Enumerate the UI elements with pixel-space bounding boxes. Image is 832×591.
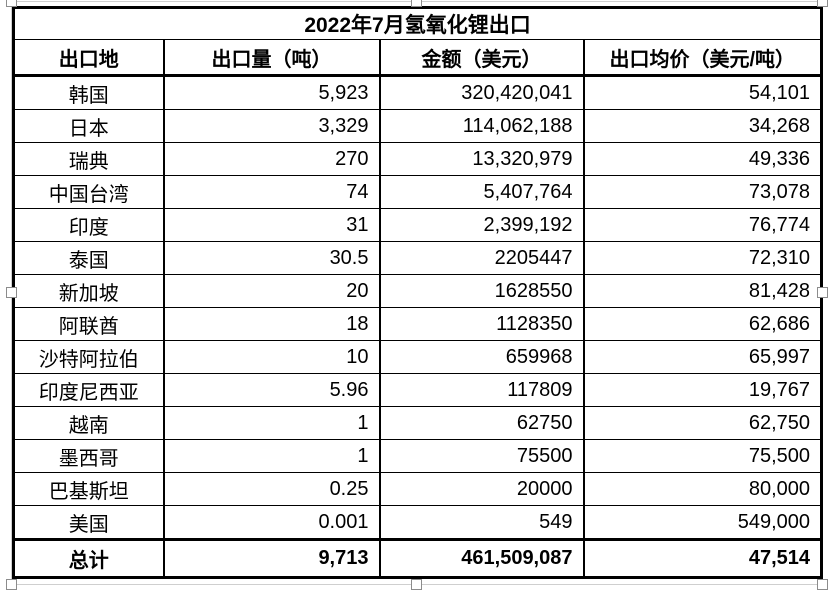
avg-price-cell: 81,428: [582, 274, 823, 308]
resize-handle-middle-left[interactable]: [6, 287, 17, 298]
region-cell: 阿联酋: [12, 307, 165, 341]
selected-table-image[interactable]: 2022年7月氢氧化锂出口 出口地 出口量（吨） 金额（美元） 出口均价（美元/…: [6, 0, 828, 590]
table-row: 阿联酋 18 1128350 62,686: [12, 307, 823, 341]
resize-handle-bottom-left[interactable]: [6, 579, 17, 590]
amount-cell: 75500: [378, 439, 585, 473]
region-cell: 总计: [12, 538, 165, 578]
avg-price-cell: 34,268: [582, 109, 823, 143]
amount-cell: 114,062,188: [378, 109, 585, 143]
amount-cell: 20000: [378, 472, 585, 506]
quantity-cell: 10: [162, 340, 381, 374]
region-cell: 韩国: [12, 75, 165, 110]
quantity-cell: 31: [162, 208, 381, 242]
column-header-region: 出口地: [12, 39, 165, 77]
quantity-cell: 5.96: [162, 373, 381, 407]
avg-price-cell: 75,500: [582, 439, 823, 473]
amount-cell: 320,420,041: [378, 75, 585, 110]
amount-cell: 549: [378, 505, 585, 540]
column-header-avg-price: 出口均价（美元/吨）: [582, 39, 823, 77]
table-row: 泰国 30.5 2205447 72,310: [12, 241, 823, 275]
table-row: 美国 0.001 549 549,000: [12, 505, 823, 540]
amount-cell: 461,509,087: [378, 538, 585, 578]
region-cell: 中国台湾: [12, 175, 165, 209]
resize-handle-top-left[interactable]: [6, 0, 17, 7]
region-cell: 美国: [12, 505, 165, 540]
quantity-cell: 1: [162, 406, 381, 440]
avg-price-cell: 72,310: [582, 241, 823, 275]
table-row: 巴基斯坦 0.25 20000 80,000: [12, 472, 823, 506]
amount-cell: 62750: [378, 406, 585, 440]
quantity-cell: 74: [162, 175, 381, 209]
resize-handle-bottom-right[interactable]: [817, 579, 828, 590]
table-row: 墨西哥 1 75500 75,500: [12, 439, 823, 473]
table-row: 新加坡 20 1628550 81,428: [12, 274, 823, 308]
amount-cell: 5,407,764: [378, 175, 585, 209]
amount-cell: 2,399,192: [378, 208, 585, 242]
quantity-cell: 18: [162, 307, 381, 341]
amount-cell: 13,320,979: [378, 142, 585, 176]
quantity-cell: 20: [162, 274, 381, 308]
total-row: 总计 9,713 461,509,087 47,514: [12, 538, 823, 578]
avg-price-cell: 76,774: [582, 208, 823, 242]
table-row: 越南 1 62750 62,750: [12, 406, 823, 440]
quantity-cell: 0.25: [162, 472, 381, 506]
amount-cell: 1628550: [378, 274, 585, 308]
table-title-row: 2022年7月氢氧化锂出口: [12, 7, 823, 40]
region-cell: 越南: [12, 406, 165, 440]
avg-price-cell: 73,078: [582, 175, 823, 209]
avg-price-cell: 62,686: [582, 307, 823, 341]
table-row: 印度尼西亚 5.96 117809 19,767: [12, 373, 823, 407]
quantity-cell: 270: [162, 142, 381, 176]
export-table: 2022年7月氢氧化锂出口 出口地 出口量（吨） 金额（美元） 出口均价（美元/…: [12, 6, 824, 579]
region-cell: 泰国: [12, 241, 165, 275]
resize-handle-top-middle[interactable]: [411, 0, 422, 7]
table-row: 中国台湾 74 5,407,764 73,078: [12, 175, 823, 209]
table-row: 印度 31 2,399,192 76,774: [12, 208, 823, 242]
avg-price-cell: 62,750: [582, 406, 823, 440]
avg-price-cell: 47,514: [582, 538, 823, 578]
table-row: 韩国 5,923 320,420,041 54,101: [12, 75, 823, 110]
column-header-quantity: 出口量（吨）: [162, 39, 381, 77]
quantity-cell: 9,713: [162, 538, 381, 578]
region-cell: 日本: [12, 109, 165, 143]
quantity-cell: 5,923: [162, 75, 381, 110]
quantity-cell: 30.5: [162, 241, 381, 275]
table-row: 日本 3,329 114,062,188 34,268: [12, 109, 823, 143]
region-cell: 瑞典: [12, 142, 165, 176]
table-header-row: 出口地 出口量（吨） 金额（美元） 出口均价（美元/吨）: [12, 39, 823, 77]
table-title: 2022年7月氢氧化锂出口: [12, 7, 823, 40]
avg-price-cell: 65,997: [582, 340, 823, 374]
resize-handle-bottom-middle[interactable]: [411, 579, 422, 590]
region-cell: 沙特阿拉伯: [12, 340, 165, 374]
region-cell: 印度尼西亚: [12, 373, 165, 407]
amount-cell: 117809: [378, 373, 585, 407]
region-cell: 墨西哥: [12, 439, 165, 473]
quantity-cell: 3,329: [162, 109, 381, 143]
avg-price-cell: 49,336: [582, 142, 823, 176]
amount-cell: 2205447: [378, 241, 585, 275]
table-row: 沙特阿拉伯 10 659968 65,997: [12, 340, 823, 374]
region-cell: 新加坡: [12, 274, 165, 308]
avg-price-cell: 54,101: [582, 75, 823, 110]
quantity-cell: 1: [162, 439, 381, 473]
table-row: 瑞典 270 13,320,979 49,336: [12, 142, 823, 176]
quantity-cell: 0.001: [162, 505, 381, 540]
resize-handle-middle-right[interactable]: [817, 287, 828, 298]
amount-cell: 1128350: [378, 307, 585, 341]
column-header-amount: 金额（美元）: [378, 39, 585, 77]
region-cell: 印度: [12, 208, 165, 242]
avg-price-cell: 549,000: [582, 505, 823, 540]
resize-handle-top-right[interactable]: [817, 0, 828, 7]
avg-price-cell: 19,767: [582, 373, 823, 407]
avg-price-cell: 80,000: [582, 472, 823, 506]
table-body: 韩国 5,923 320,420,041 54,101 日本 3,329 114…: [12, 75, 823, 578]
region-cell: 巴基斯坦: [12, 472, 165, 506]
amount-cell: 659968: [378, 340, 585, 374]
